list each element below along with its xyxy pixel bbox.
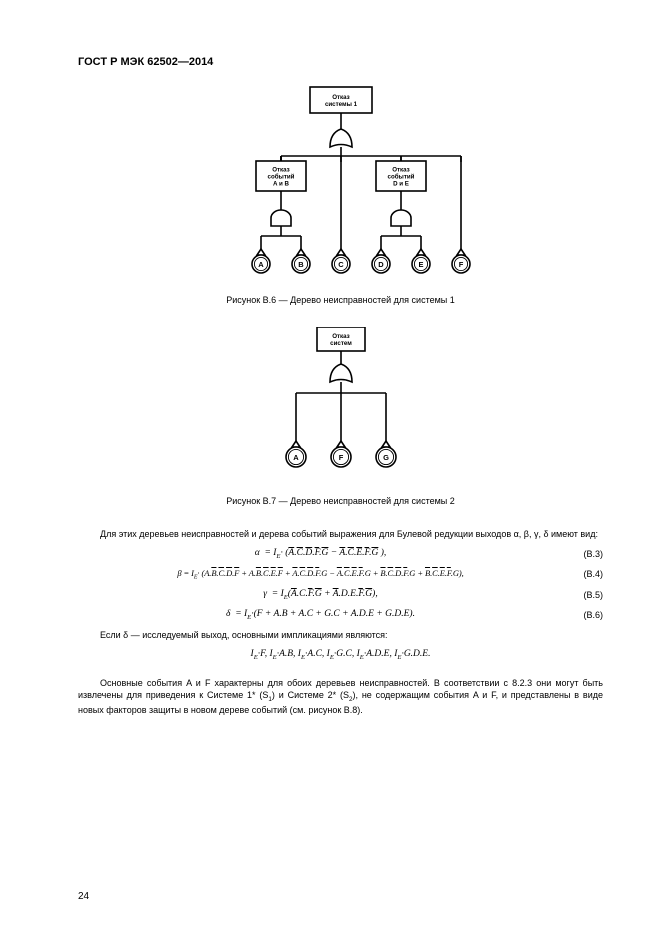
if-delta-paragraph: Если δ — исследуемый выход, основными им… xyxy=(78,629,603,641)
conclusion-paragraph: Основные события A и F характерны для об… xyxy=(78,677,603,717)
svg-text:Отказ: Отказ xyxy=(332,94,350,101)
svg-text:A и B: A и B xyxy=(273,181,289,188)
doc-header: ГОСТ Р МЭК 62502—2014 xyxy=(78,56,603,68)
implicants-line: IE·F, IE·A.B, IE·A.C, IE·G.C, IE·A.D.E, … xyxy=(78,649,603,661)
intro-paragraph: Для этих деревьев неисправностей и дерев… xyxy=(78,528,603,540)
equation-b6-number: (B.6) xyxy=(563,610,603,620)
svg-text:событий: событий xyxy=(267,174,294,181)
svg-text:B: B xyxy=(298,260,304,269)
svg-text:E: E xyxy=(418,260,423,269)
equation-b4-number: (B.4) xyxy=(563,569,603,579)
equation-b3: α = IE· (A.C.D.F.G − A.C.E.F.G ), (B.3) xyxy=(78,548,603,560)
svg-text:A: A xyxy=(258,260,264,269)
equation-b5: γ = IE(A.C.F.G + A.D.E.F.G), (B.5) xyxy=(78,589,603,601)
svg-text:Отказ: Отказ xyxy=(392,167,410,174)
svg-text:G: G xyxy=(383,453,389,462)
page-number: 24 xyxy=(78,891,89,902)
equation-b3-number: (B.3) xyxy=(563,549,603,559)
svg-text:событий: событий xyxy=(387,174,414,181)
svg-text:Отказ: Отказ xyxy=(272,167,290,174)
equation-b5-number: (B.5) xyxy=(563,590,603,600)
svg-text:системы 1: системы 1 xyxy=(324,101,357,108)
svg-text:C: C xyxy=(338,260,344,269)
svg-text:F: F xyxy=(338,453,343,462)
figure-1-caption: Рисунок B.6 — Дерево неисправностей для … xyxy=(78,295,603,305)
equation-b4: β = IE· (A.B.C.D.F + A.B.C.E.F + A.C.D.F… xyxy=(78,568,603,581)
fault-tree-system-1: Отказсистемы 1ОтказсобытийA и BОтказсобы… xyxy=(211,86,471,281)
svg-text:D: D xyxy=(378,260,384,269)
equation-b6: δ = IE·(F + A.B + A.C + G.C + A.D.E + G.… xyxy=(78,609,603,621)
svg-text:A: A xyxy=(293,453,299,462)
svg-text:F: F xyxy=(458,260,463,269)
fault-tree-system-2: Отказсистем A F G xyxy=(251,327,431,482)
svg-text:D и E: D и E xyxy=(393,181,409,188)
figure-2-caption: Рисунок B.7 — Дерево неисправностей для … xyxy=(78,496,603,506)
svg-text:систем: систем xyxy=(330,340,352,347)
svg-text:Отказ: Отказ xyxy=(332,333,350,340)
